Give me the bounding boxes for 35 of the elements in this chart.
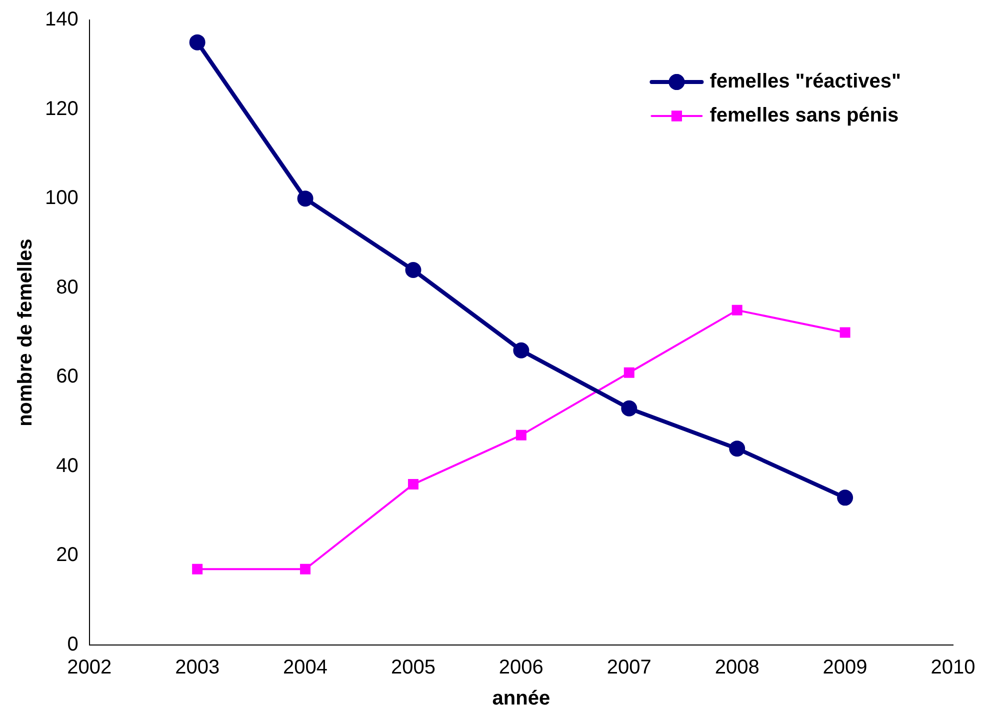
point <box>624 367 634 378</box>
y-tick-label: 100 <box>44 187 78 210</box>
legend-label: femelles sans pénis <box>710 104 899 127</box>
x-tick-label: 2010 <box>930 656 976 679</box>
y-tick-label: 0 <box>67 634 78 656</box>
point <box>300 564 311 574</box>
point <box>192 564 203 574</box>
y-tick-label: 60 <box>56 366 78 388</box>
x-tick-label: 2003 <box>175 656 220 679</box>
x-tick-label: 2008 <box>714 656 760 679</box>
x-axis-title: année <box>492 688 550 710</box>
point <box>516 430 526 440</box>
y-tick-label: 40 <box>56 454 78 477</box>
x-tick-label: 2007 <box>606 656 652 679</box>
x-tick-label: 2005 <box>390 656 436 679</box>
point <box>405 262 422 278</box>
y-tick-label: 120 <box>44 98 78 120</box>
point <box>729 440 746 457</box>
point <box>408 479 418 490</box>
point <box>840 327 850 338</box>
y-tick-label: 20 <box>56 544 78 566</box>
x-tick-label: 2006 <box>498 656 544 679</box>
x-tick-label: 2002 <box>67 656 112 679</box>
point <box>621 400 638 416</box>
x-tick-label: 2009 <box>822 656 868 679</box>
x-tick-label: 2004 <box>283 656 328 679</box>
y-tick-label: 80 <box>56 276 78 298</box>
point <box>513 342 530 358</box>
y-axis-title: nombre de femelles <box>14 238 37 426</box>
point <box>837 490 854 506</box>
y-tick-label: 140 <box>44 8 78 31</box>
point <box>297 190 314 207</box>
point <box>732 304 742 316</box>
legend-label: femelles "réactives" <box>710 70 902 93</box>
point <box>189 34 206 50</box>
